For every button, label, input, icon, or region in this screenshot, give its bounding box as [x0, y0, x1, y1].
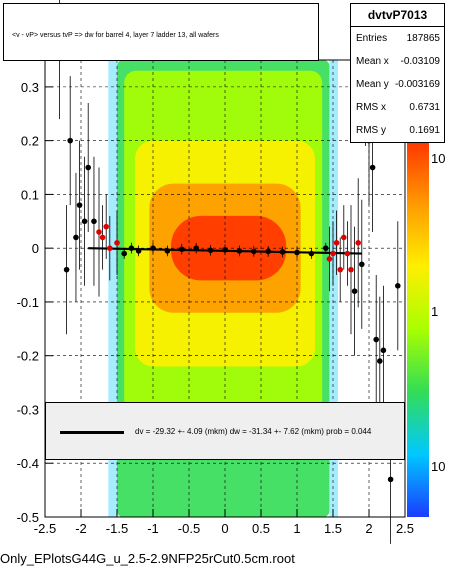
- x-tick-label: -2.5: [34, 521, 56, 536]
- y-tick-label: -0.4: [17, 456, 39, 471]
- z-tick-label: 10: [431, 459, 445, 474]
- density-edge-left: [108, 60, 117, 517]
- fit-legend-text: dv = -29.32 +- 4.09 (mkm) dw = -31.34 +-…: [135, 427, 372, 436]
- profile-point: [265, 248, 272, 255]
- y-tick-label: 0.3: [21, 80, 39, 95]
- profile-point: [330, 250, 336, 257]
- z-tick-label: 1: [431, 304, 438, 319]
- profile-point: [323, 245, 329, 251]
- stats-row-rms-y: RMS y 0.1691: [351, 119, 444, 142]
- profile-point: [128, 245, 135, 251]
- x-tick-label: -1: [147, 521, 159, 536]
- profile-point: [164, 248, 171, 254]
- fit-legend-line: [60, 431, 124, 434]
- stats-name: dvtvP7013: [351, 4, 444, 27]
- profile-point: [308, 250, 315, 257]
- z-tick-label: 10: [431, 151, 445, 166]
- stats-row-entries: Entries 187865: [351, 27, 444, 50]
- stats-label: Mean y: [356, 79, 389, 90]
- profile-point: [348, 266, 354, 273]
- x-tick-label: 0: [221, 521, 228, 536]
- profile-point: [73, 234, 79, 241]
- stats-value: 0.1691: [409, 125, 440, 136]
- y-tick-label: 0.1: [21, 187, 39, 202]
- y-tick-label: 0.2: [21, 134, 39, 149]
- density-band: [171, 215, 287, 281]
- stats-label: RMS x: [356, 102, 386, 113]
- profile-point: [236, 248, 243, 254]
- z-scale-bar: [407, 140, 429, 517]
- profile-point: [373, 336, 380, 343]
- y-tick-label: -0.2: [17, 349, 39, 364]
- stats-row-mean-x: Mean x -0.03109: [351, 50, 444, 73]
- profile-point: [369, 164, 376, 171]
- profile-point: [251, 248, 257, 255]
- profile-point: [344, 250, 351, 257]
- profile-point: [193, 245, 199, 251]
- stats-row-mean-y: Mean y -0.003169: [351, 73, 444, 96]
- x-tick-label: 2.5: [396, 521, 414, 536]
- profile-point: [99, 234, 106, 241]
- y-tick-label: 0: [32, 241, 39, 256]
- stats-box: dvtvP7013 Entries 187865 Mean x -0.03109…: [350, 3, 445, 143]
- chart-title: <v - vP> versus tvP => dw for barrel 4, …: [12, 32, 219, 39]
- profile-point: [351, 288, 358, 294]
- profile-point: [63, 266, 70, 273]
- stats-value: -0.03109: [400, 56, 440, 67]
- stats-value: 187865: [406, 33, 440, 44]
- stats-value: -0.003169: [394, 79, 440, 90]
- profile-point: [222, 246, 228, 253]
- profile-point: [103, 223, 109, 230]
- profile-point: [67, 137, 73, 144]
- stats-label: Mean x: [356, 56, 389, 67]
- profile-point: [294, 249, 300, 256]
- profile-point: [91, 218, 97, 225]
- profile-point: [107, 245, 113, 251]
- profile-point: [114, 240, 120, 246]
- chart-title-box: <v - vP> versus tvP => dw for barrel 4, …: [3, 3, 319, 61]
- profile-point: [121, 250, 127, 257]
- profile-point: [85, 164, 91, 171]
- y-tick-label: -0.1: [17, 295, 39, 310]
- x-tick-label: 0.5: [252, 521, 270, 536]
- stats-row-rms-x: RMS x 0.6731: [351, 96, 444, 119]
- fit-legend: dv = -29.32 +- 4.09 (mkm) dw = -31.34 +-…: [45, 402, 405, 460]
- profile-point: [337, 266, 344, 273]
- x-tick-label: 1.5: [324, 521, 342, 536]
- profile-point: [377, 358, 383, 364]
- profile-point: [81, 218, 88, 225]
- y-tick-label: -0.3: [17, 402, 39, 417]
- profile-point: [359, 261, 365, 268]
- profile-point: [135, 248, 142, 254]
- density-edge-right: [329, 60, 339, 517]
- profile-point: [326, 256, 333, 262]
- profile-point: [355, 240, 362, 246]
- x-tick-label: -2: [75, 521, 87, 536]
- x-tick-label: 1: [293, 521, 300, 536]
- x-tick-label: 2: [365, 521, 372, 536]
- profile-point: [341, 234, 347, 241]
- stats-label: RMS y: [356, 125, 386, 136]
- profile-point: [179, 246, 185, 253]
- stats-value: 0.6731: [409, 102, 440, 113]
- profile-point: [150, 245, 156, 251]
- profile-point: [76, 202, 83, 208]
- x-tick-label: -1.5: [106, 521, 128, 536]
- y-tick-label: -0.5: [17, 510, 39, 525]
- profile-point: [380, 347, 387, 354]
- profile-point: [207, 247, 214, 254]
- profile-point: [279, 249, 286, 255]
- profile-point: [395, 283, 401, 289]
- stats-label: Entries: [356, 33, 388, 44]
- profile-point: [333, 240, 340, 246]
- profile-point: [96, 229, 102, 235]
- x-tick-label: -0.5: [178, 521, 200, 536]
- profile-point: [387, 476, 394, 483]
- footer-filename: Only_EPlotsG44G_u_2.5-2.9NFP25rCut0.5cm.…: [0, 551, 295, 566]
